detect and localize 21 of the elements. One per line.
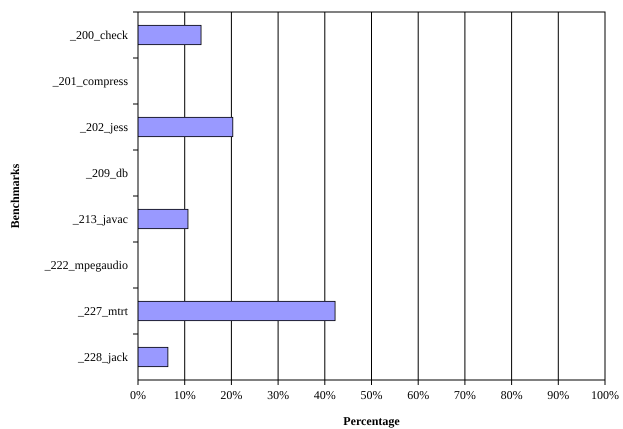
y-axis-title: Benchmarks [8,163,22,228]
y-tick-label: _201_compress [52,74,128,88]
x-axis-title: Percentage [343,414,400,428]
x-tick-label: 10% [174,388,196,402]
x-tick-label: 20% [220,388,242,402]
x-tick-label: 30% [267,388,290,402]
y-tick-label: _213_javac [72,212,128,226]
x-tick-label: 100% [591,388,619,402]
x-tick-label: 40% [314,388,336,402]
x-tick-label: 50% [360,388,382,402]
y-tick-label: _202_jess [79,120,128,134]
y-tick-label: _209_db [85,166,128,180]
x-tick-label: 60% [407,388,430,402]
y-tick-label: _222_mpegaudio [44,258,128,272]
y-tick-label: _227_mtrt [77,304,129,318]
x-tick-label: 90% [547,388,570,402]
x-tick-label: 70% [454,388,476,402]
y-tick-label: _228_jack [77,350,128,364]
y-tick-label: _200_check [69,28,128,42]
x-tick-label: 0% [130,388,146,402]
x-tick-label: 80% [500,388,523,402]
